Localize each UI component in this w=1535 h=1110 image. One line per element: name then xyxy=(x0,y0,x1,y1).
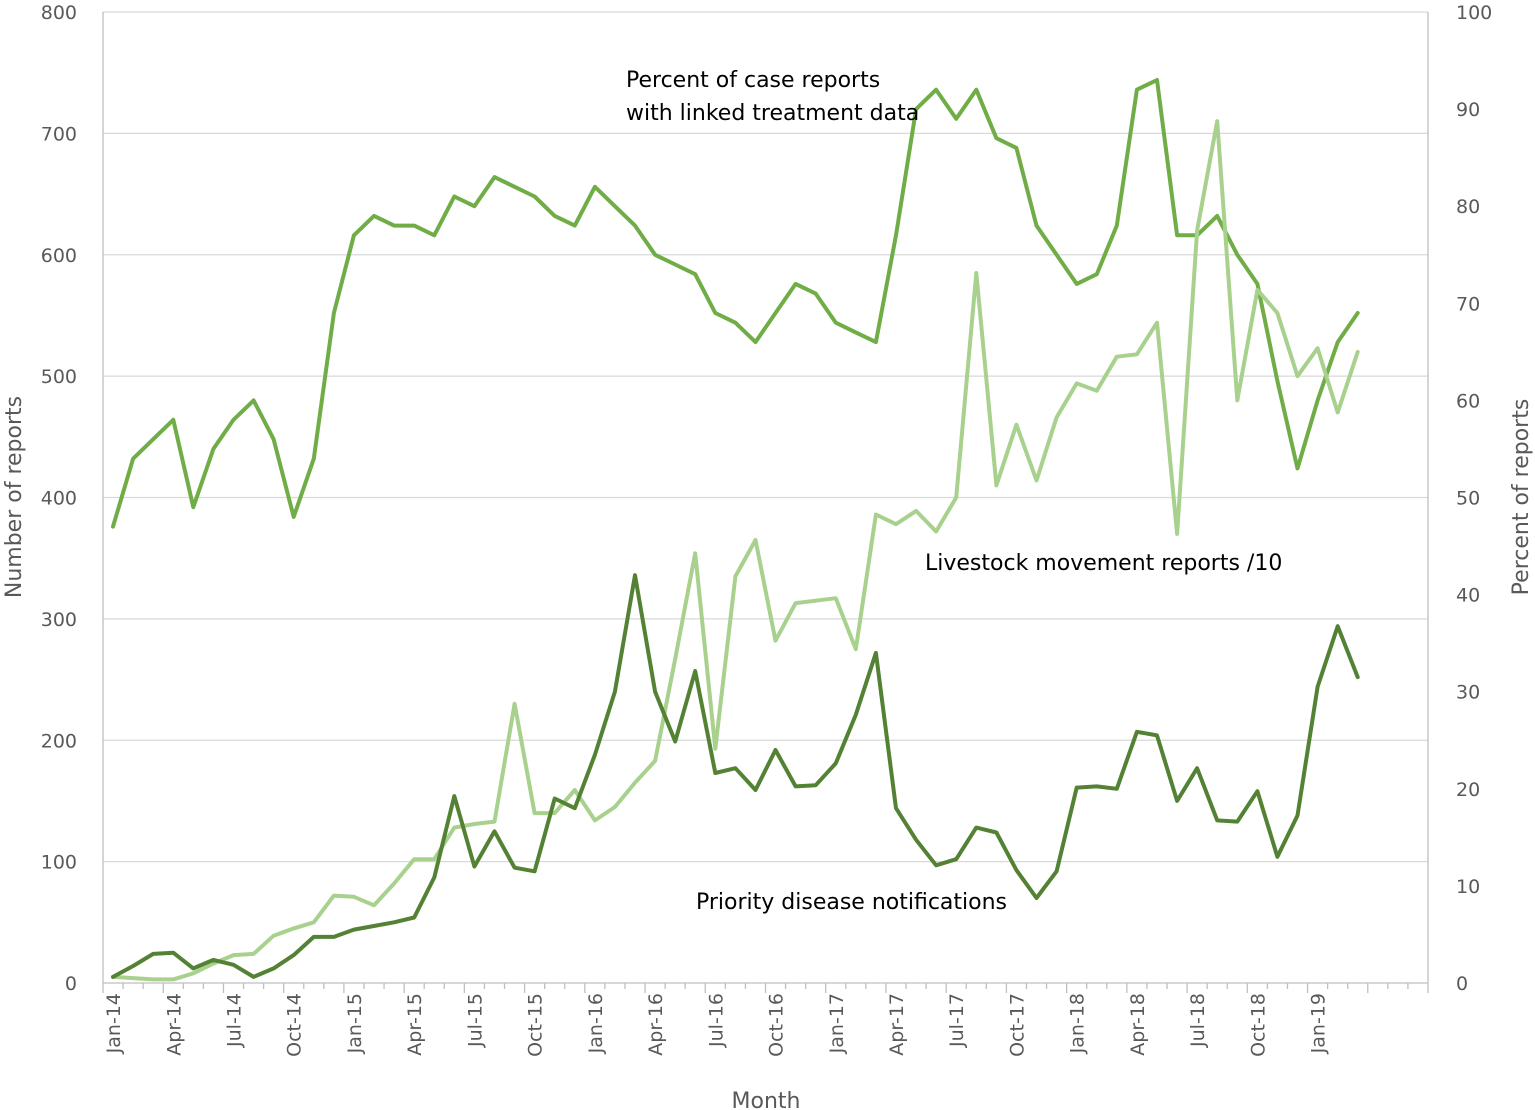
y-tick-label: 700 xyxy=(41,123,77,145)
y2-tick-label: 0 xyxy=(1456,973,1468,995)
x-axis-title: Month xyxy=(732,1089,801,1110)
y2-tick-label: 20 xyxy=(1456,779,1480,801)
y2-tick-label: 70 xyxy=(1456,293,1480,315)
x-tick-label: Jul-17 xyxy=(946,993,968,1048)
series-line-3 xyxy=(111,573,1360,979)
x-tick-label: Jul-14 xyxy=(223,993,245,1048)
x-tick-label: Jan-17 xyxy=(826,993,848,1054)
y-tick-label: 0 xyxy=(65,973,77,995)
y2-tick-label: 30 xyxy=(1456,682,1480,704)
axes xyxy=(102,12,1429,993)
y2-tick-label: 100 xyxy=(1456,2,1492,24)
tick-labels: 0 100 200 300 400 500 600 700 800 0 10 20 30 40 50 60 70… xyxy=(41,2,1493,1057)
x-tick-label: Jul-18 xyxy=(1187,993,1209,1048)
x-tick-label: Apr-15 xyxy=(404,993,426,1056)
y-tick-label: 500 xyxy=(41,366,77,388)
series-line-2 xyxy=(111,119,1360,982)
gridlines xyxy=(103,11,1428,863)
x-tick-label: Apr-16 xyxy=(645,993,667,1056)
x-tick-label: Apr-17 xyxy=(886,993,908,1056)
y2-tick-label: 40 xyxy=(1456,585,1480,607)
x-tick-label: Oct-16 xyxy=(766,993,788,1057)
annotation-percent-line2: with linked treatment data xyxy=(626,101,919,126)
y-tick-label: 600 xyxy=(41,245,77,267)
x-tick-label: Oct-14 xyxy=(284,993,306,1057)
series-lines xyxy=(111,78,1360,982)
y-tick-label: 400 xyxy=(41,488,77,510)
x-tick-label: Oct-15 xyxy=(525,993,547,1057)
y2-tick-label: 50 xyxy=(1456,488,1480,510)
y2-axis-title: Percent of reports xyxy=(1509,399,1534,596)
y-tick-label: 800 xyxy=(41,2,77,24)
y2-tick-label: 60 xyxy=(1456,390,1480,412)
y-tick-label: 100 xyxy=(41,852,77,874)
x-tick-label: Jan-15 xyxy=(344,993,366,1054)
y2-tick-label: 90 xyxy=(1456,99,1480,121)
x-tick-label: Jul-15 xyxy=(464,993,486,1048)
y2-tick-label: 80 xyxy=(1456,196,1480,218)
x-tick-label: Jul-16 xyxy=(705,993,727,1048)
x-tick-label: Jan-16 xyxy=(585,993,607,1054)
x-tick-label: Oct-17 xyxy=(1006,993,1028,1057)
x-tick-label: Apr-18 xyxy=(1127,993,1149,1056)
x-tick-label: Jan-18 xyxy=(1067,993,1089,1054)
x-tick-label: Apr-14 xyxy=(163,993,185,1056)
annotation-percent-line1: Percent of case reports xyxy=(626,68,880,93)
x-tick-label: Jan-19 xyxy=(1308,993,1330,1054)
series-line-1 xyxy=(111,78,1360,529)
y-tick-label: 300 xyxy=(41,609,77,631)
annotation-priority: Priority disease notifications xyxy=(696,890,1007,915)
x-tick-label: Oct-18 xyxy=(1247,993,1269,1057)
y-tick-label: 200 xyxy=(41,730,77,752)
annotation-livestock: Livestock movement reports /10 xyxy=(925,551,1282,576)
y2-tick-label: 10 xyxy=(1456,876,1480,898)
x-tick-label: Jan-14 xyxy=(103,993,125,1054)
y-axis-title: Number of reports xyxy=(2,396,27,598)
